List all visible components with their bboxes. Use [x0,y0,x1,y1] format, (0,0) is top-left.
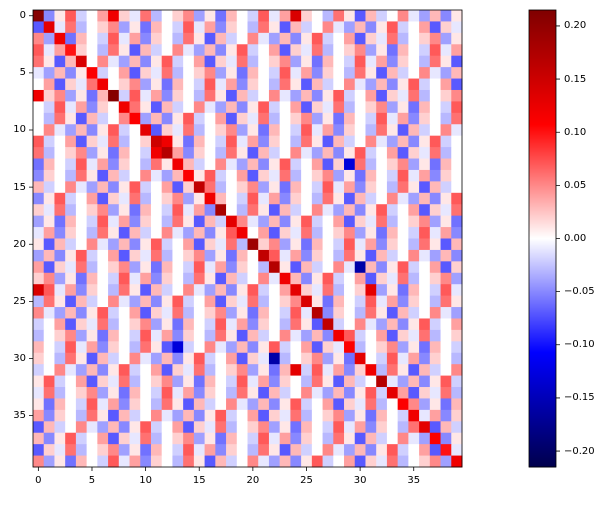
y-tick-label: 20 [13,238,26,250]
y-tick-label: 15 [13,181,26,193]
y-tick-label: 10 [13,124,26,136]
colorbar-tick-label: 0.05 [564,179,587,191]
y-tick-label: 30 [13,352,26,364]
x-tick-label: 30 [353,475,367,486]
x-tick-label: 0 [35,475,42,486]
colorbar-tick-label: −0.10 [564,339,595,351]
colorbar-tick-label: 0.15 [564,73,587,85]
colorbar-tick-label: 0.20 [564,20,587,32]
colorbar-tick-label: 0.10 [564,126,587,138]
y-tick-label: 25 [13,295,26,307]
x-tick-label: 5 [88,475,96,486]
y-tick-label: 0 [19,10,26,22]
colorbar-tick-label: 0.00 [564,233,587,244]
colorbar-tick-label: −0.05 [564,286,595,298]
x-tick-label: 20 [246,475,260,486]
y-tick-label: 35 [13,410,26,422]
x-tick-label: 25 [300,475,313,486]
y-tick-label: 5 [19,67,26,79]
x-tick-label: 15 [192,475,206,486]
x-tick-label: 10 [139,475,152,486]
x-tick-label: 35 [407,475,421,486]
colorbar-tick-label: −0.20 [564,445,595,457]
colorbar-tick-label: −0.15 [564,392,595,404]
